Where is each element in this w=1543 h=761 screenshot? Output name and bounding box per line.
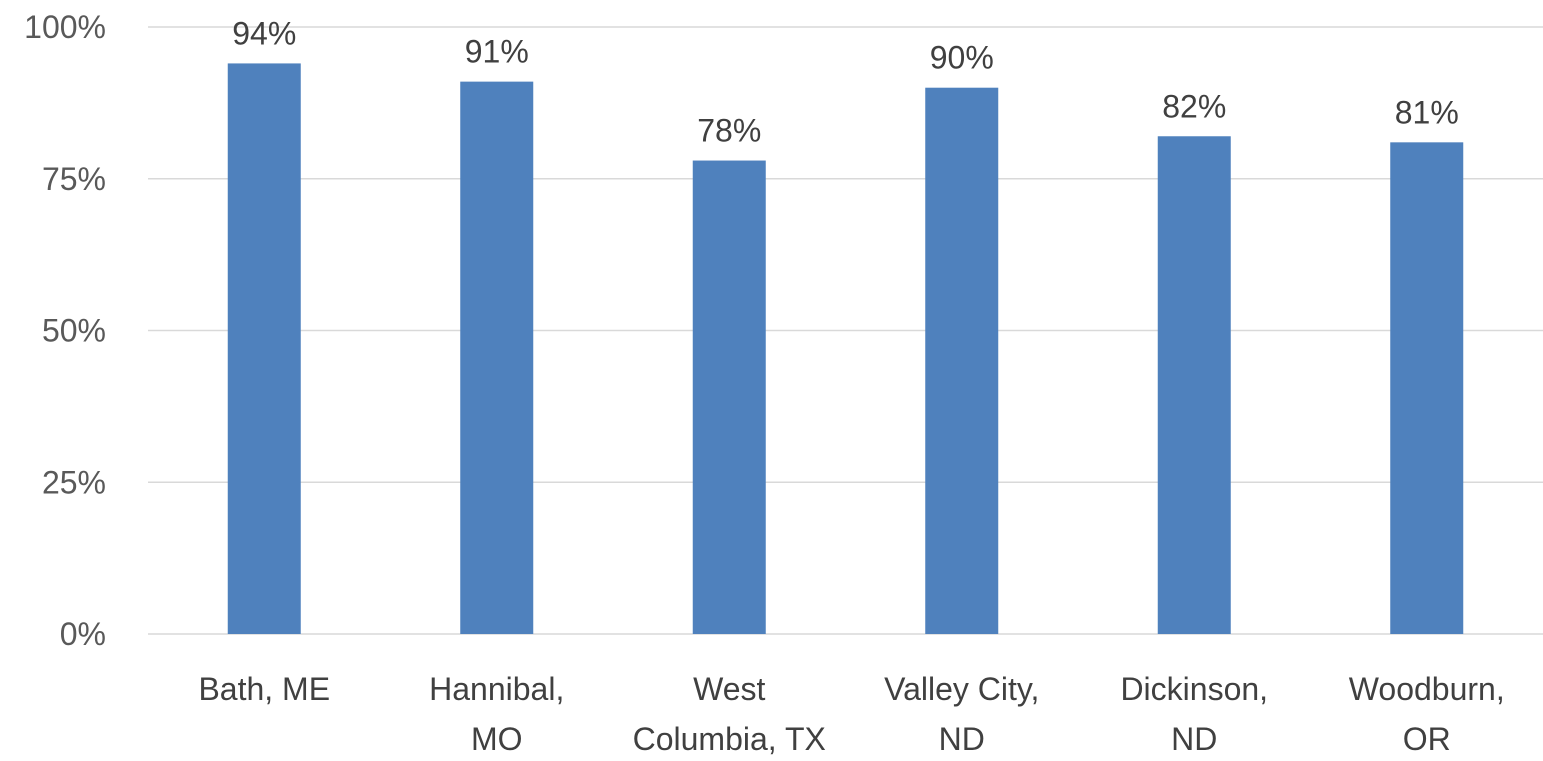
y-tick-label: 100% [24,9,106,45]
x-category-label-line: West [693,671,765,707]
x-category-label: Bath, ME [198,671,330,707]
y-axis-ticks: 0% 25% 50% 75% 100% [24,9,106,652]
gridlines [148,26,1543,635]
data-label: 94% [232,15,296,51]
x-category-label-line: Hannibal, [429,671,564,707]
x-category-label-line: Woodburn, [1349,671,1505,707]
bar [1157,136,1231,634]
x-category-label: Valley City, ND [884,671,1039,757]
x-category-label: Dickinson, ND [1120,671,1268,757]
data-labels: 94% 91% 78% 90% 82% 81% [232,15,1459,148]
bar [227,63,301,635]
data-label: 82% [1162,88,1226,124]
x-category-label-line: MO [471,721,523,757]
x-category-label-line: Columbia, TX [633,721,826,757]
x-category-label-line: OR [1403,721,1451,757]
x-category-label-line: ND [1171,721,1217,757]
x-category-label: Woodburn, OR [1349,671,1505,757]
bar [460,81,534,634]
y-tick-label: 50% [42,313,106,349]
x-category-label-line: Bath, ME [198,671,330,707]
x-category-label-line: Valley City, [884,671,1039,707]
x-category-label: West Columbia, TX [633,671,826,757]
bar [692,160,766,635]
x-category-label: Hannibal, MO [429,671,564,757]
bar [1390,142,1464,634]
x-axis-categories: Bath, ME Hannibal, MO West Columbia, TX Valle… [198,671,1504,757]
bar [925,87,999,634]
y-tick-label: 25% [42,464,106,500]
data-label: 81% [1395,94,1459,130]
x-category-label-line: Dickinson, [1120,671,1268,707]
data-label: 91% [465,34,529,70]
bars [227,63,1464,635]
y-tick-label: 0% [60,616,106,652]
x-category-label-line: ND [939,721,985,757]
data-label: 78% [697,113,761,149]
y-tick-label: 75% [42,161,106,197]
data-label: 90% [930,40,994,76]
